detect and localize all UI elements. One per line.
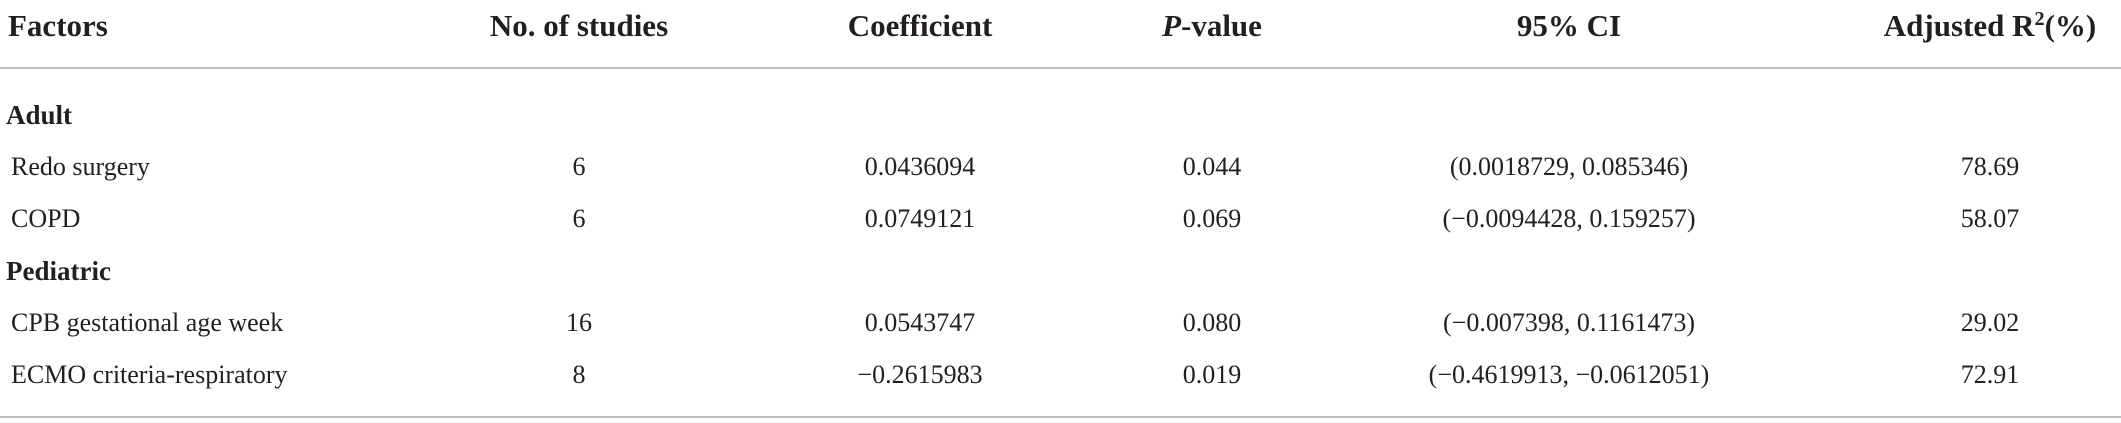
table-cell: (0.0018729, 0.085346) xyxy=(1449,152,1689,181)
row-label: CPB gestational age week xyxy=(11,308,284,337)
table-cell: 78.69 xyxy=(1960,152,2020,181)
group-label: Adult xyxy=(6,100,73,130)
column-header: Factors xyxy=(8,8,108,44)
table-cell: 8 xyxy=(572,360,586,389)
header-superscript: 2 xyxy=(2034,7,2045,30)
header-text: Factors xyxy=(8,8,108,43)
header-text: Coefficient xyxy=(847,8,993,43)
header-text: (%) xyxy=(2044,8,2097,43)
table-cell: 0.0543747 xyxy=(864,308,976,337)
table-cell: 72.91 xyxy=(1960,360,2020,389)
table-cell: −0.2615983 xyxy=(857,360,983,389)
header-text: Adjusted R xyxy=(1883,8,2035,43)
header-italic: P xyxy=(1162,8,1181,43)
table-cell: 6 xyxy=(572,152,586,181)
column-header: P-value xyxy=(1162,8,1262,44)
column-header: No. of studies xyxy=(490,8,668,44)
table-cell: 6 xyxy=(572,204,586,233)
group-label: Pediatric xyxy=(6,256,111,286)
header-rule xyxy=(0,67,2121,69)
row-label: ECMO criteria-respiratory xyxy=(11,360,288,389)
table-cell: 0.080 xyxy=(1182,308,1242,337)
column-header: 95% CI xyxy=(1517,8,1621,44)
table-cell: (−0.0094428, 0.159257) xyxy=(1442,204,1696,233)
row-label: COPD xyxy=(11,204,81,233)
table-cell: 0.0436094 xyxy=(864,152,976,181)
table-cell: 58.07 xyxy=(1960,204,2020,233)
column-header: Adjusted R2(%) xyxy=(1884,8,2096,44)
header-text: No. of studies xyxy=(489,8,669,43)
table-cell: 0.044 xyxy=(1182,152,1242,181)
table-cell: 16 xyxy=(566,308,592,337)
table-cell: 29.02 xyxy=(1960,308,2020,337)
table-cell: (−0.4619913, −0.0612051) xyxy=(1428,360,1710,389)
table-cell: 0.0749121 xyxy=(864,204,976,233)
bottom-rule xyxy=(0,416,2121,418)
row-label: Redo surgery xyxy=(11,152,150,181)
table-cell: (−0.007398, 0.1161473) xyxy=(1442,308,1696,337)
header-text: -value xyxy=(1181,8,1262,43)
table-cell: 0.019 xyxy=(1182,360,1242,389)
header-text: 95% CI xyxy=(1516,8,1622,43)
table-cell: 0.069 xyxy=(1182,204,1242,233)
column-header: Coefficient xyxy=(848,8,993,44)
